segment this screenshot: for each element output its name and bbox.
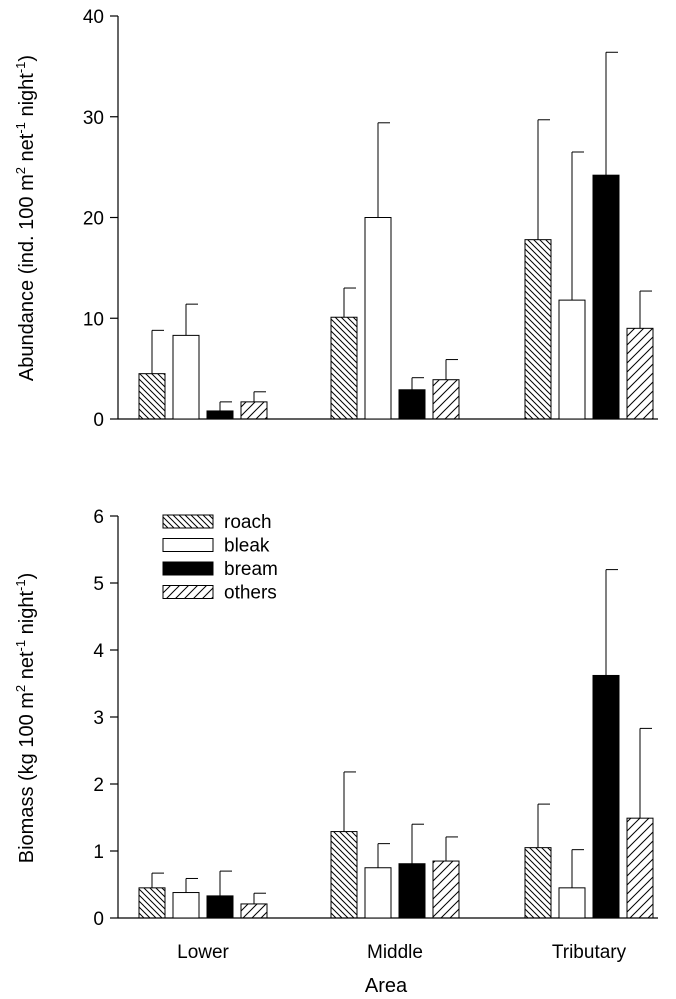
- legend-swatch-bream: [162, 561, 214, 576]
- legend-item-bream: bream: [162, 559, 278, 580]
- legend-swatch-roach: [162, 514, 214, 529]
- x-tick-label-lower: Lower: [177, 942, 229, 963]
- bar-roach-lower: [138, 373, 166, 420]
- y-tick-label: 2: [93, 775, 104, 796]
- error-bar-bream-lower: [219, 401, 232, 411]
- error-bar-bleak-middle: [377, 843, 390, 868]
- y-tick-label: 6: [93, 507, 104, 528]
- error-bar-bleak-middle: [377, 122, 390, 218]
- error-bar-others-middle: [445, 359, 458, 380]
- abundance-y-axis-label: Abundance (ind. 100 m2 net-1 night-1): [13, 55, 38, 381]
- y-tick-label: 0: [93, 410, 104, 431]
- y-tick-label: 3: [93, 708, 104, 729]
- error-bar-bream-middle: [411, 377, 424, 390]
- bar-bleak-lower: [172, 334, 200, 420]
- error-bar-bleak-lower: [185, 877, 198, 893]
- x-tick-label-middle: Middle: [367, 942, 423, 963]
- abundance-tick-labels: 0 10 20 30 40: [83, 7, 104, 431]
- bar-bleak-tributary: [558, 887, 586, 919]
- bar-others-middle: [432, 860, 460, 919]
- bar-others-lower: [240, 903, 268, 919]
- legend-item-others: others: [162, 583, 277, 604]
- error-bar-roach-middle: [343, 287, 356, 318]
- x-tick-label-tributary: Tributary: [552, 942, 627, 963]
- biomass-panel: 0 1 2 3 4 5 6 Lower Middle Tributary Biomass (kg …: [13, 507, 658, 997]
- y-tick-label: 0: [93, 909, 104, 930]
- legend-swatch-others: [162, 585, 214, 599]
- error-bar-bream-tributary: [605, 51, 618, 176]
- error-bar-bleak-tributary: [571, 849, 584, 888]
- y-tick-label: 20: [83, 209, 104, 230]
- error-bar-bream-lower: [219, 870, 232, 896]
- bar-others-tributary: [626, 327, 654, 420]
- bar-bleak-tributary: [558, 299, 586, 420]
- biomass-bars: [138, 674, 654, 919]
- y-tick-label: 5: [93, 574, 104, 595]
- bar-roach-lower: [138, 887, 166, 919]
- biomass-tick-labels: 0 1 2 3 4 5 6 Lower Middle Tributary: [93, 507, 626, 963]
- bar-roach-tributary: [524, 239, 552, 420]
- bar-bleak-middle: [364, 217, 392, 420]
- bar-bream-tributary: [592, 174, 620, 420]
- abundance-error-bars: [151, 51, 652, 411]
- error-bar-roach-middle: [343, 771, 356, 832]
- error-bar-roach-lower: [151, 872, 164, 888]
- error-bar-others-lower: [253, 892, 266, 904]
- error-bar-roach-lower: [151, 329, 164, 374]
- bar-roach-middle: [330, 316, 358, 420]
- bar-bream-lower: [206, 895, 234, 919]
- legend-item-roach: roach: [162, 512, 272, 533]
- x-axis-label: Area: [365, 975, 408, 997]
- legend-item-bleak: bleak: [162, 536, 270, 557]
- error-bar-others-tributary: [639, 727, 652, 819]
- legend-label-roach: roach: [224, 512, 272, 533]
- y-tick-label: 1: [93, 842, 104, 863]
- legend-label-bleak: bleak: [224, 536, 270, 557]
- bar-others-lower: [240, 401, 268, 420]
- legend-label-bream: bream: [224, 559, 278, 580]
- abundance-panel: 0 10 20 30 40 Abundance (ind. 100 m2 net-1 n…: [13, 7, 658, 431]
- bar-bream-middle: [398, 389, 426, 420]
- abundance-bars: [138, 174, 654, 420]
- bar-roach-middle: [330, 831, 358, 919]
- biomass-y-axis-label: Biomass (kg 100 m2 net-1 night-1): [13, 573, 38, 864]
- bar-bleak-lower: [172, 892, 200, 919]
- biomass-axes: [110, 515, 658, 919]
- error-bar-bream-middle: [411, 823, 424, 864]
- y-tick-label: 40: [83, 7, 104, 28]
- biomass-error-bars: [151, 569, 652, 904]
- legend-label-others: others: [224, 583, 277, 604]
- bar-others-tributary: [626, 817, 654, 919]
- bar-bream-lower: [206, 410, 234, 420]
- bar-roach-tributary: [524, 847, 552, 919]
- error-bar-others-tributary: [639, 290, 652, 329]
- legend-swatch-bleak: [162, 538, 214, 552]
- bar-bleak-middle: [364, 867, 392, 919]
- bar-bream-middle: [398, 863, 426, 919]
- error-bar-bleak-lower: [185, 303, 198, 336]
- error-bar-bleak-tributary: [571, 151, 584, 301]
- y-tick-label: 30: [83, 108, 104, 129]
- y-tick-label: 4: [93, 641, 104, 662]
- error-bar-roach-tributary: [537, 803, 550, 848]
- bar-bream-tributary: [592, 674, 620, 919]
- y-tick-label: 10: [83, 309, 104, 330]
- error-bar-others-middle: [445, 836, 458, 862]
- error-bar-others-lower: [253, 391, 266, 402]
- bar-others-middle: [432, 379, 460, 420]
- error-bar-bream-tributary: [605, 569, 618, 676]
- error-bar-roach-tributary: [537, 119, 550, 240]
